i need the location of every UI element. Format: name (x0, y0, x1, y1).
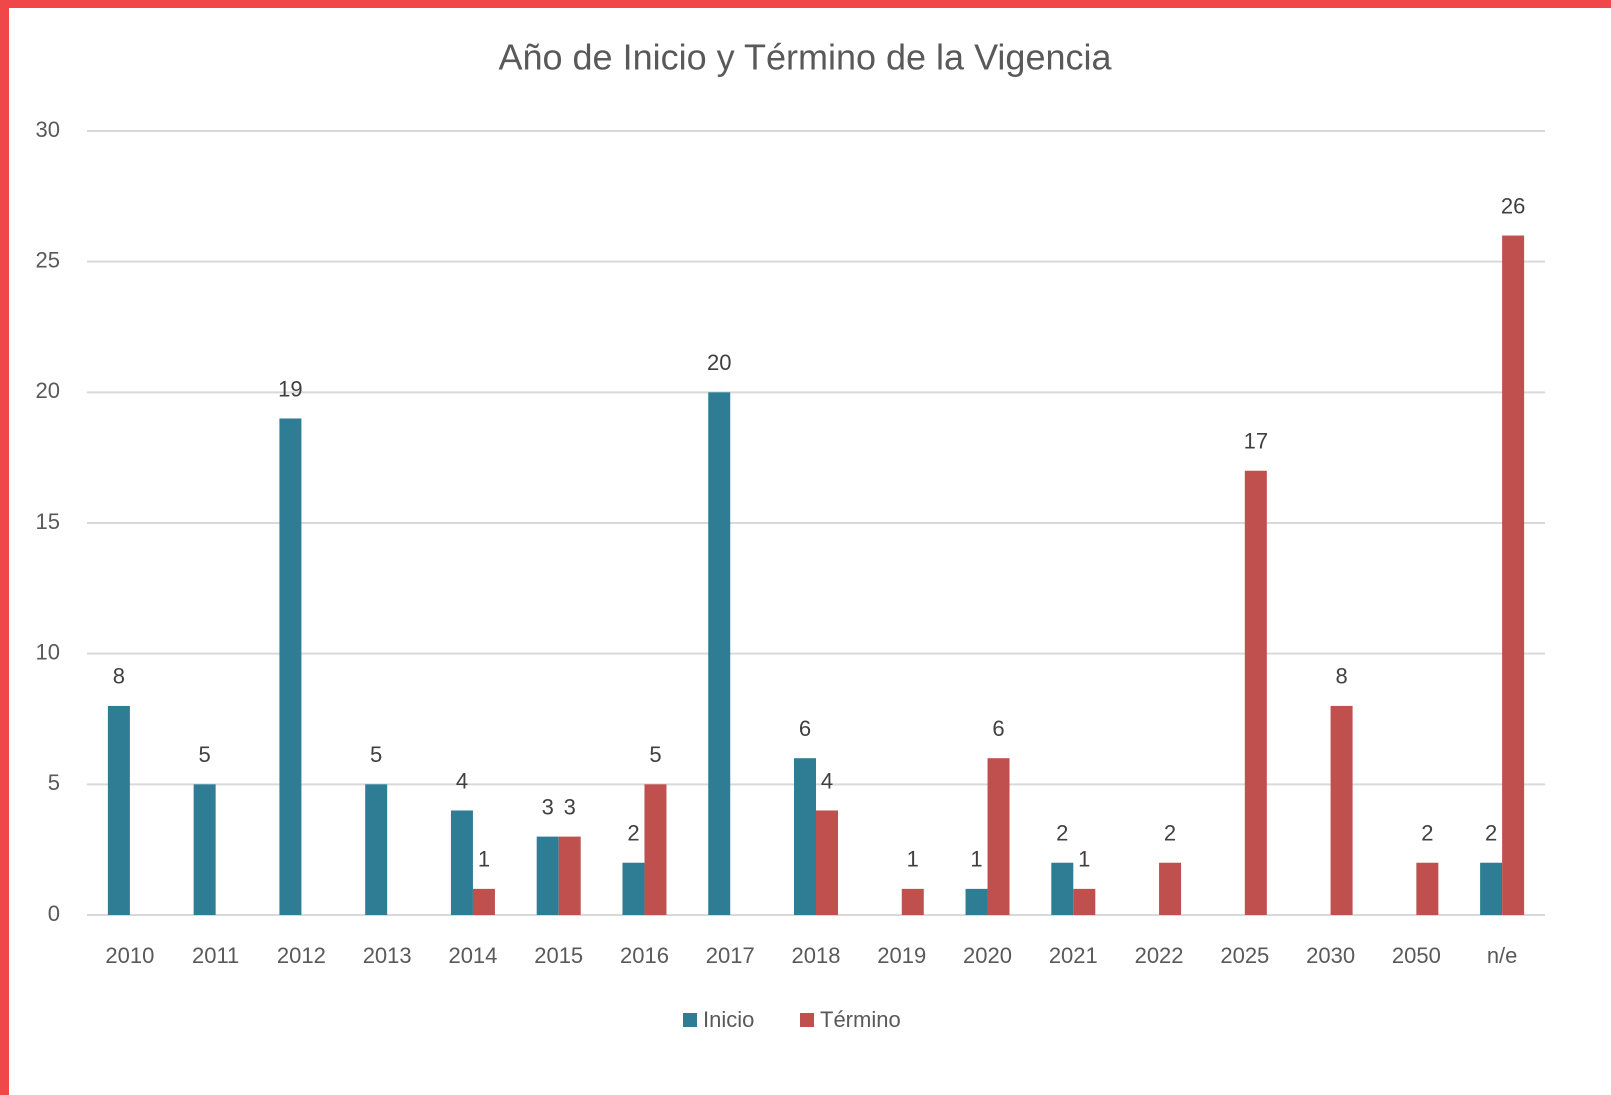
bar (644, 784, 667, 915)
bar (365, 784, 388, 915)
x-tick-label: 2015 (534, 943, 583, 968)
bar (987, 758, 1010, 915)
bar (472, 888, 495, 915)
data-label: 1 (1078, 847, 1090, 872)
bar (901, 888, 924, 915)
bar (1159, 862, 1182, 915)
bar (558, 836, 581, 915)
legend-swatch (683, 1013, 697, 1027)
x-tick-label: 2017 (706, 943, 755, 968)
data-label: 19 (278, 376, 302, 401)
y-tick-label: 10 (36, 639, 60, 664)
bar (1416, 862, 1439, 915)
y-tick-label: 30 (36, 117, 60, 142)
bar (708, 392, 731, 915)
x-tick-label: 2010 (105, 943, 154, 968)
bar (107, 705, 130, 915)
data-label: 3 (542, 794, 554, 819)
data-label: 2 (1485, 821, 1497, 846)
data-label: 8 (1335, 664, 1347, 689)
bar (193, 784, 216, 915)
bar (1051, 862, 1074, 915)
y-tick-label: 15 (36, 509, 60, 534)
y-tick-label: 5 (48, 770, 60, 795)
data-label: 1 (478, 847, 490, 872)
data-label: 6 (992, 716, 1004, 741)
x-tick-label: 2020 (963, 943, 1012, 968)
data-label: 4 (821, 768, 833, 793)
y-tick-label: 20 (36, 378, 60, 403)
x-tick-label: 2016 (620, 943, 669, 968)
x-tick-label: 2050 (1392, 943, 1441, 968)
x-tick-label: 2011 (192, 943, 239, 968)
data-label: 4 (456, 768, 468, 793)
bar (1502, 235, 1525, 916)
bar (450, 810, 473, 915)
x-tick-label: 2021 (1049, 943, 1098, 968)
legend-swatch (800, 1013, 814, 1027)
legend-label: Inicio (703, 1007, 754, 1032)
x-tick-label: 2018 (792, 943, 841, 968)
legend-label: Término (820, 1007, 901, 1032)
x-tick-label: 2022 (1135, 943, 1184, 968)
data-label: 6 (799, 716, 811, 741)
data-label: 8 (113, 664, 125, 689)
bar (622, 862, 645, 915)
bar (965, 888, 988, 915)
x-tick-label: 2012 (277, 943, 326, 968)
x-tick-label: 2025 (1220, 943, 1269, 968)
data-label: 2 (1421, 821, 1433, 846)
data-label: 5 (649, 742, 661, 767)
x-tick-label: 2014 (448, 943, 497, 968)
data-label: 1 (907, 847, 919, 872)
bar (536, 836, 559, 915)
bar (1073, 888, 1096, 915)
border-left (0, 0, 9, 1095)
data-label: 20 (707, 350, 731, 375)
data-label: 5 (370, 742, 382, 767)
y-tick-label: 0 (48, 901, 60, 926)
bar (1244, 470, 1267, 915)
data-label: 17 (1244, 429, 1268, 454)
chart-title: Año de Inicio y Término de la Vigencia (498, 37, 1112, 78)
data-label: 26 (1501, 193, 1525, 218)
y-tick-label: 25 (36, 247, 60, 272)
bar (279, 418, 302, 915)
data-label: 5 (199, 742, 211, 767)
data-label: 2 (1164, 821, 1176, 846)
bar (816, 810, 838, 915)
data-label: 3 (564, 794, 576, 819)
data-label: 2 (627, 821, 639, 846)
data-label: 1 (970, 847, 982, 872)
bar (1330, 705, 1353, 915)
x-tick-label: 2030 (1306, 943, 1355, 968)
x-tick-label: n/e (1487, 943, 1518, 968)
data-label: 2 (1056, 821, 1068, 846)
border-top (0, 0, 1611, 8)
x-tick-label: 2013 (363, 943, 412, 968)
bar (794, 758, 816, 915)
bar (1480, 862, 1503, 915)
x-tick-label: 2019 (877, 943, 926, 968)
